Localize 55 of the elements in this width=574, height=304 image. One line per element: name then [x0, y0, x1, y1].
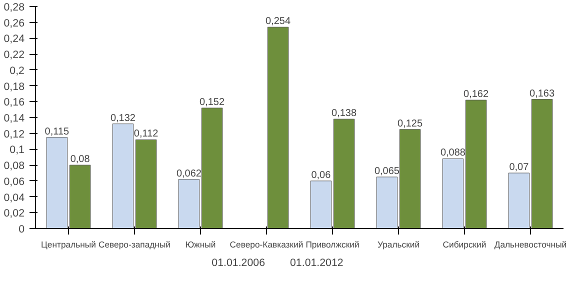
data-label: 0,065: [374, 166, 400, 177]
y-tick-label: 0,08: [4, 160, 25, 172]
data-label: 0,07: [509, 162, 530, 173]
bar: [267, 26, 289, 228]
text: 01.01.2012: [290, 257, 344, 269]
x-tick-label: Дальневосточный: [494, 240, 567, 250]
bar: [531, 99, 553, 228]
y-tick-label: 0,12: [4, 128, 25, 140]
bar: [333, 118, 355, 228]
data-label: 0,115: [44, 126, 70, 138]
bar: [201, 108, 223, 228]
y-tick-label: 0,24: [4, 33, 25, 46]
y-tick-label: 0,18: [4, 80, 25, 93]
y-tick-label: 0,06: [4, 176, 25, 188]
data-label: 0,112: [134, 128, 159, 140]
x-tick-label: Северо-западный: [98, 240, 171, 250]
x-tick-label: Центральный: [41, 240, 96, 250]
bar: [135, 139, 157, 228]
bar: [178, 179, 200, 228]
data-label: 0,162: [464, 89, 489, 100]
bar: [310, 180, 332, 228]
bar: [465, 100, 487, 228]
data-label: 0,254: [266, 16, 291, 28]
x-tick-label: Уральский: [377, 240, 420, 250]
y-tick-label: 0,16: [4, 96, 25, 109]
text: 01.01.2006: [212, 257, 265, 269]
y-tick-label: 0,14: [4, 112, 25, 124]
data-label: 0,125: [398, 118, 423, 130]
bar: [442, 158, 464, 228]
x-tick-label: Южный: [185, 240, 216, 250]
data-label: 0,062: [176, 168, 202, 180]
bar: [69, 164, 91, 228]
data-label: 0,08: [70, 154, 90, 166]
data-label: 0,138: [332, 108, 357, 120]
y-tick-label: 0: [18, 224, 25, 236]
y-tick-label: 0,26: [4, 17, 25, 30]
bar: [376, 176, 398, 228]
data-label: 0,152: [200, 96, 225, 108]
y-tick-label: 0,22: [4, 49, 25, 62]
y-tick-label: 0,04: [4, 192, 25, 204]
y-tick-label: 0,1: [10, 144, 25, 156]
x-tick-label: Сибирский: [442, 240, 486, 250]
bar: [112, 124, 134, 228]
y-tick-label: 0,2: [10, 64, 25, 77]
data-label: 0,06: [311, 170, 332, 181]
bar: [399, 129, 421, 228]
x-tick-label: Северо-Кавказкий: [230, 240, 304, 250]
bar: [46, 137, 68, 228]
x-tick-label: Приволжский: [306, 240, 360, 250]
data-label: 0,088: [440, 148, 466, 159]
data-label: 0,132: [110, 112, 136, 124]
bar: [508, 172, 530, 228]
data-label: 0,163: [530, 88, 555, 100]
y-tick-label: 0,28: [4, 2, 25, 14]
y-tick-label: 0,02: [4, 208, 25, 220]
